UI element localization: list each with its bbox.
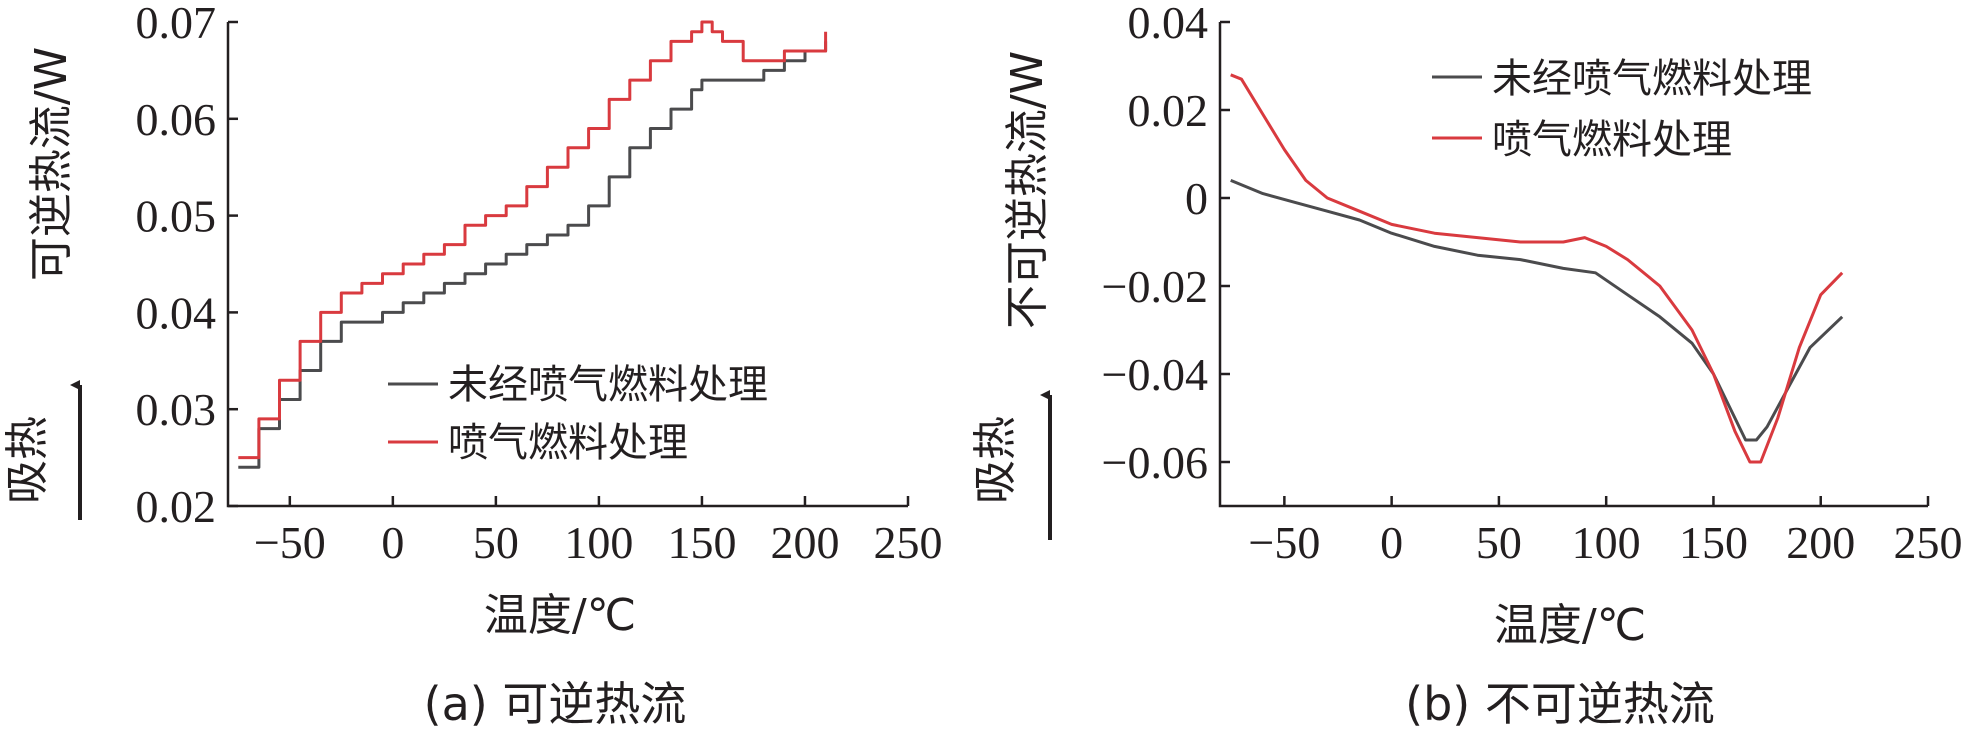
legend-label-untreated: 未经喷气燃料处理 [1492, 56, 1812, 102]
x-tick-label: 100 [564, 517, 633, 568]
series-group-b [1230, 73, 1844, 464]
x-tick-label: 250 [874, 517, 943, 568]
series-line-treated-b [1230, 73, 1844, 464]
series-group-a [238, 20, 828, 469]
y-tick-label: 0.02 [136, 481, 217, 532]
x-tick-label: 150 [1679, 517, 1748, 568]
y-axis-label-b: 不可逆热流/W [1002, 51, 1053, 329]
y-axis-label-a: 可逆热流/W [26, 47, 77, 281]
y-tick-label: 0 [1185, 173, 1208, 224]
legend-label-untreated: 未经喷气燃料处理 [448, 362, 768, 408]
plot-area-b: −50 0 50 100 150 200 250 −0.06 −0.04 −0.02 0 0.02 0.… [1102, 0, 1963, 568]
plot-area-a: −50 0 50 100 150 200 250 0.02 0.03 0.04 0.05 0.06 0.… [136, 0, 943, 568]
axes-frame-b [1218, 22, 1928, 508]
x-tick-label: 100 [1572, 517, 1641, 568]
legend-label-treated: 喷气燃料处理 [448, 420, 688, 466]
caption-b: (b) 不可逆热流 [1405, 677, 1715, 731]
y-tick-label: 0.07 [136, 0, 217, 48]
x-tick-label: 150 [667, 517, 736, 568]
x-tick-label: −50 [1248, 517, 1320, 568]
x-tick-label: 0 [1380, 517, 1403, 568]
series-line-untreated-b [1230, 179, 1844, 442]
y-tick-label: −0.02 [1102, 261, 1208, 312]
axis-ticks-b: −50 0 50 100 150 200 250 −0.06 −0.04 −0.02 0 0.02 0.… [1102, 0, 1963, 568]
series-line-treated-a [238, 20, 828, 460]
caption-a: (a) 可逆热流 [424, 677, 687, 731]
axis-ticks-a: −50 0 50 100 150 200 250 0.02 0.03 0.04 0.05 0.06 0.… [136, 0, 943, 568]
y-tick-label: 0.04 [136, 287, 217, 338]
legend-label-treated: 喷气燃料处理 [1492, 117, 1732, 163]
axes-frame-a [226, 22, 908, 508]
x-tick-label: 50 [1476, 517, 1522, 568]
x-tick-label: 200 [1786, 517, 1855, 568]
legend-b: 未经喷气燃料处理 喷气燃料处理 [1432, 56, 1812, 163]
y-tick-label: −0.06 [1102, 437, 1208, 488]
x-axis-label-a: 温度/℃ [484, 590, 636, 641]
endotherm-label-a: 吸热 [2, 416, 53, 504]
x-tick-label: 200 [770, 517, 839, 568]
y-tick-label: 0.04 [1128, 0, 1209, 48]
series-line-untreated-a [238, 41, 828, 469]
y-tick-label: −0.04 [1102, 349, 1208, 400]
chart-panel-b: −50 0 50 100 150 200 250 −0.06 −0.04 −0.02 0 0.02 0.… [970, 0, 1963, 731]
x-axis-label-b: 温度/℃ [1494, 600, 1646, 651]
legend-a: 未经喷气燃料处理 喷气燃料处理 [388, 362, 768, 466]
y-tick-label: 0.02 [1128, 85, 1209, 136]
y-tick-label: 0.03 [136, 384, 217, 435]
x-tick-label: 0 [381, 517, 404, 568]
y-tick-label: 0.05 [136, 191, 217, 242]
x-tick-label: 250 [1894, 517, 1963, 568]
endotherm-label-b: 吸热 [970, 416, 1021, 504]
y-tick-label: 0.06 [136, 94, 217, 145]
x-tick-label: −50 [254, 517, 326, 568]
chart-panel-a: −50 0 50 100 150 200 250 0.02 0.03 0.04 0.05 0.06 0.… [2, 0, 943, 731]
x-tick-label: 50 [473, 517, 519, 568]
